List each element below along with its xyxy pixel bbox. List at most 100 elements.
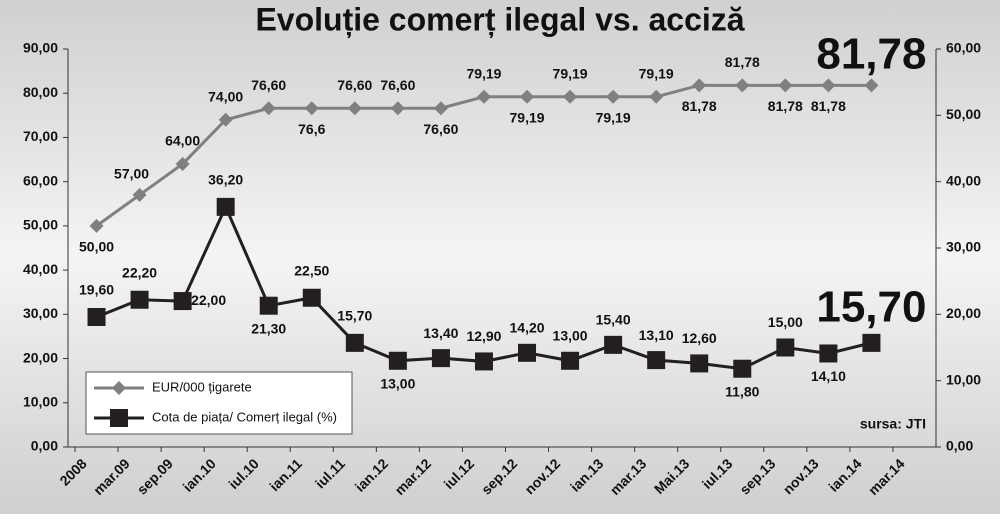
value-label: 36,20 <box>208 172 243 188</box>
marker <box>347 101 362 116</box>
y2-tick-label: 60,00 <box>946 40 981 56</box>
value-label: 21,30 <box>251 320 286 336</box>
legend-marker <box>112 381 126 395</box>
chart-title: Evoluție comerț ilegal vs. acciză <box>255 1 744 37</box>
value-label: 81,78 <box>768 98 803 114</box>
marker <box>345 333 364 352</box>
marker <box>864 78 879 93</box>
value-label: 13,10 <box>639 327 674 343</box>
legend-marker <box>110 409 128 427</box>
marker <box>474 352 493 371</box>
y-tick-label: 80,00 <box>23 84 58 100</box>
marker <box>735 78 750 93</box>
y2-tick-label: 50,00 <box>946 106 981 122</box>
marker <box>130 290 149 309</box>
value-label: 13,00 <box>553 327 588 343</box>
value-label: 50,00 <box>79 239 114 255</box>
marker <box>821 78 836 93</box>
marker <box>862 333 881 352</box>
marker <box>390 101 405 116</box>
highlight-label: 15,70 <box>816 283 926 332</box>
value-label: 22,50 <box>294 262 329 278</box>
y-tick-label: 70,00 <box>23 128 58 144</box>
value-label: 64,00 <box>165 133 200 149</box>
value-label: 79,19 <box>553 66 588 82</box>
value-label: 81,78 <box>682 98 717 114</box>
value-label: 79,19 <box>466 66 501 82</box>
y-tick-label: 60,00 <box>23 172 58 188</box>
value-label: 15,00 <box>768 314 803 330</box>
marker <box>647 351 666 370</box>
marker <box>606 89 621 104</box>
marker <box>89 218 104 233</box>
value-label: 13,40 <box>423 325 458 341</box>
value-label: 14,20 <box>510 320 545 336</box>
value-label: 76,6 <box>298 121 325 137</box>
y2-tick-label: 30,00 <box>946 239 981 255</box>
legend <box>85 371 353 435</box>
value-label: 79,19 <box>596 110 631 126</box>
legend-label: Cota de piața/ Comerț ilegal (%) <box>152 409 337 424</box>
y-tick-label: 90,00 <box>23 40 58 56</box>
marker <box>433 101 448 116</box>
value-label: 15,70 <box>337 308 372 324</box>
value-label: 11,80 <box>725 383 759 399</box>
legend-label: EUR/000 țigarete <box>152 379 252 394</box>
value-label: 81,78 <box>811 98 846 114</box>
value-label: 79,19 <box>510 110 545 126</box>
marker <box>561 351 580 370</box>
y-tick-label: 30,00 <box>23 305 58 321</box>
marker <box>173 292 192 311</box>
y-tick-label: 20,00 <box>23 349 58 365</box>
value-label: 12,90 <box>466 328 501 344</box>
value-label: 57,00 <box>114 166 149 182</box>
y2-tick-label: 10,00 <box>946 371 981 387</box>
value-label: 13,00 <box>380 375 415 391</box>
marker <box>692 78 707 93</box>
marker <box>604 335 623 354</box>
marker <box>218 112 233 127</box>
marker <box>476 89 491 104</box>
y-tick-label: 50,00 <box>23 217 58 233</box>
marker <box>132 187 147 202</box>
value-label: 76,60 <box>423 121 458 137</box>
y2-tick-label: 0,00 <box>946 438 973 454</box>
marker <box>388 351 407 370</box>
marker <box>259 296 278 315</box>
marker <box>175 156 190 171</box>
y2-tick-label: 20,00 <box>946 305 981 321</box>
y-tick-label: 40,00 <box>23 261 58 277</box>
marker <box>690 354 709 373</box>
source-note: sursa: JTI <box>860 416 926 432</box>
marker <box>518 343 537 362</box>
marker <box>649 89 664 104</box>
value-label: 15,40 <box>596 312 631 328</box>
marker <box>261 101 276 116</box>
value-label: 19,60 <box>79 282 114 298</box>
value-label: 76,60 <box>251 77 286 93</box>
marker <box>520 89 535 104</box>
value-label: 76,60 <box>380 77 415 93</box>
marker <box>563 89 578 104</box>
value-label: 22,20 <box>122 264 157 280</box>
value-label: 76,60 <box>337 77 372 93</box>
marker <box>776 338 795 357</box>
marker <box>431 349 450 368</box>
y-tick-label: 0,00 <box>31 438 58 454</box>
marker <box>87 307 106 326</box>
marker <box>304 101 319 116</box>
y-tick-label: 10,00 <box>23 393 58 409</box>
marker <box>216 197 235 216</box>
value-label: 12,60 <box>682 330 717 346</box>
marker <box>302 288 321 307</box>
value-label: 22,00 <box>191 292 226 308</box>
value-label: 74,00 <box>208 88 243 104</box>
value-label: 81,78 <box>725 54 760 70</box>
highlight-label: 81,78 <box>816 30 926 79</box>
marker <box>819 344 838 363</box>
y2-tick-label: 40,00 <box>946 172 981 188</box>
marker <box>733 359 752 378</box>
value-label: 14,10 <box>811 368 846 384</box>
